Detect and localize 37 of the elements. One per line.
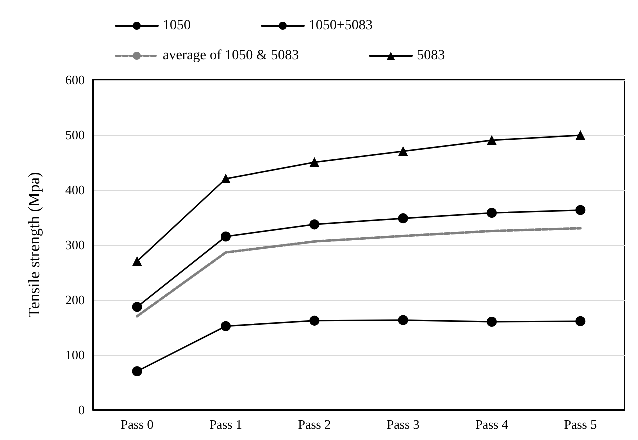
x-tick-label: Pass 3 xyxy=(386,417,420,432)
point xyxy=(310,316,320,326)
legend-label: 1050 xyxy=(163,18,191,34)
x-tick-label: Pass 4 xyxy=(476,417,509,432)
x-tick-label: Pass 0 xyxy=(120,417,154,432)
y-tick-label: 100 xyxy=(66,348,85,362)
y-tick-label: 300 xyxy=(66,238,85,252)
point xyxy=(487,317,497,327)
y-tick-label: 600 xyxy=(66,72,85,88)
line-series xyxy=(136,227,582,318)
point xyxy=(398,214,408,224)
x-tick-label: Pass 5 xyxy=(564,417,598,432)
point xyxy=(398,147,408,156)
point xyxy=(576,205,586,216)
point xyxy=(221,232,231,242)
y-tick-label: 500 xyxy=(66,128,85,142)
legend-label: 5083 xyxy=(417,48,446,64)
point xyxy=(487,208,497,218)
point xyxy=(310,158,320,167)
y-tick-label: 200 xyxy=(66,292,85,308)
x-tick-label: Pass 2 xyxy=(298,417,332,432)
point xyxy=(310,220,320,230)
y-tick-label: 400 xyxy=(66,182,85,198)
point xyxy=(132,302,142,312)
point xyxy=(132,366,142,376)
legend-label: 1050+5083 xyxy=(309,18,373,34)
point xyxy=(576,131,586,140)
point xyxy=(221,321,231,332)
legend-label: average of 1050 & 5083 xyxy=(163,48,300,64)
point xyxy=(576,316,586,326)
x-tick-label: Pass 1 xyxy=(210,417,242,432)
point xyxy=(222,174,230,184)
point xyxy=(132,257,142,266)
y-axis-title: Tensile strength (Mpa) xyxy=(26,172,44,318)
point xyxy=(398,315,408,326)
y-tick-label: 0 xyxy=(78,402,85,418)
point xyxy=(488,136,496,145)
